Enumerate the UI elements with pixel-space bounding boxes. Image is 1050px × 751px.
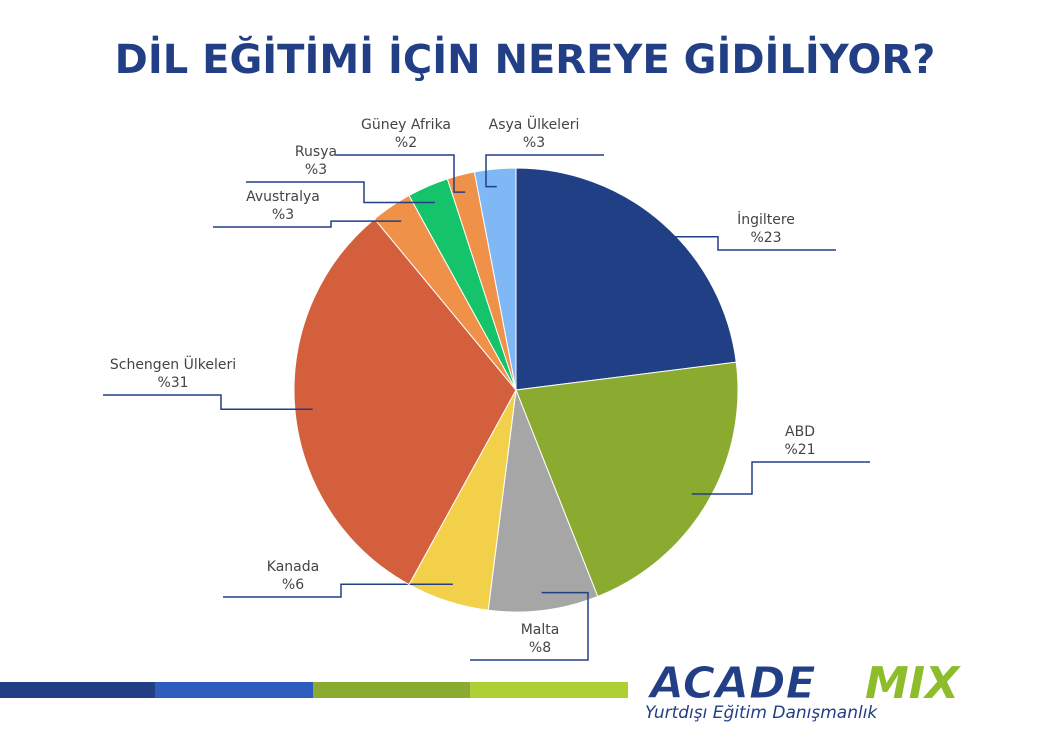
slice-label: Malta [521, 622, 560, 638]
stripe [155, 682, 313, 698]
slice-label: Avustralya [246, 189, 320, 205]
pie-slice [515, 167, 737, 391]
pie-slice [473, 167, 517, 391]
slice-label: Kanada [267, 559, 319, 575]
leader-line [213, 220, 402, 228]
slice-value-label: %6 [282, 577, 304, 593]
leader-line [336, 154, 466, 193]
leader-line [103, 394, 313, 410]
slice-value-label: %8 [529, 640, 551, 656]
stripe [313, 682, 470, 698]
slice-value-label: %21 [784, 442, 815, 458]
leader-line [651, 236, 836, 251]
slice-value-label: %31 [157, 375, 188, 391]
leader-line [246, 181, 435, 204]
pie-slice [515, 361, 739, 598]
slice-label: Asya Ülkeleri [489, 115, 580, 133]
leader-line [485, 154, 604, 188]
pie-slice [293, 218, 517, 586]
slice-label: Schengen Ülkeleri [110, 355, 236, 373]
slice-label: ABD [785, 424, 815, 440]
slice-label: Güney Afrika [361, 117, 451, 133]
logo-name: ACADE [647, 658, 816, 709]
slice-value-label: %3 [523, 135, 545, 151]
pie-slice [487, 389, 599, 613]
stripe [0, 682, 155, 698]
slice-value-label: %2 [395, 135, 417, 151]
logo-tagline: Yurtdışı Eğitim Danışmanlık [645, 703, 878, 723]
stripe [470, 682, 628, 698]
slice-value-label: %23 [750, 230, 781, 246]
logo-name-accent: MIX [865, 658, 961, 709]
leader-line [223, 583, 453, 598]
slice-label: Rusya [295, 144, 337, 160]
leader-line [470, 591, 589, 661]
leader-line [691, 461, 870, 495]
slice-label: İngiltere [737, 210, 795, 228]
slice-value-label: %3 [272, 207, 294, 223]
slice-value-label: %3 [305, 162, 327, 178]
chart-title: DİL EĞİTİMİ İÇİN NEREYE GİDİLİYOR? [115, 35, 936, 83]
